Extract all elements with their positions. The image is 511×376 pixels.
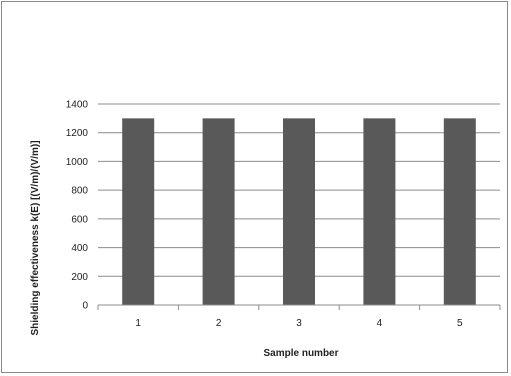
y-tick-label: 0 [82,301,88,312]
y-axis-title: Shielding effectiveness k(E) [(V/m)/(V/m… [30,140,41,335]
bar-sample-2 [202,118,235,305]
y-tick-label: 1200 [66,128,89,139]
y-tick-label: 400 [71,243,88,254]
bar-sample-4 [363,118,396,305]
x-tick-labels: 1 2 3 4 5 [135,318,463,329]
x-tick-label: 2 [216,318,222,329]
x-axis-title: Sample number [263,348,338,359]
y-tick-labels: 0 200 400 600 800 1000 1200 1400 [66,100,89,312]
bars [122,118,476,305]
y-tick-label: 800 [71,186,88,197]
x-tick-label: 1 [135,318,141,329]
x-tick-label: 3 [296,318,302,329]
x-axis [97,304,501,310]
x-tick-label: 5 [457,318,463,329]
y-tick-label: 600 [71,214,88,225]
x-tick-label: 4 [377,318,383,329]
bar-sample-5 [443,118,476,305]
bar-sample-1 [122,118,155,305]
y-tick-label: 1000 [66,157,89,168]
bar-sample-3 [283,118,315,305]
y-tick-label: 1400 [66,100,89,111]
y-tick-label: 200 [71,272,88,283]
